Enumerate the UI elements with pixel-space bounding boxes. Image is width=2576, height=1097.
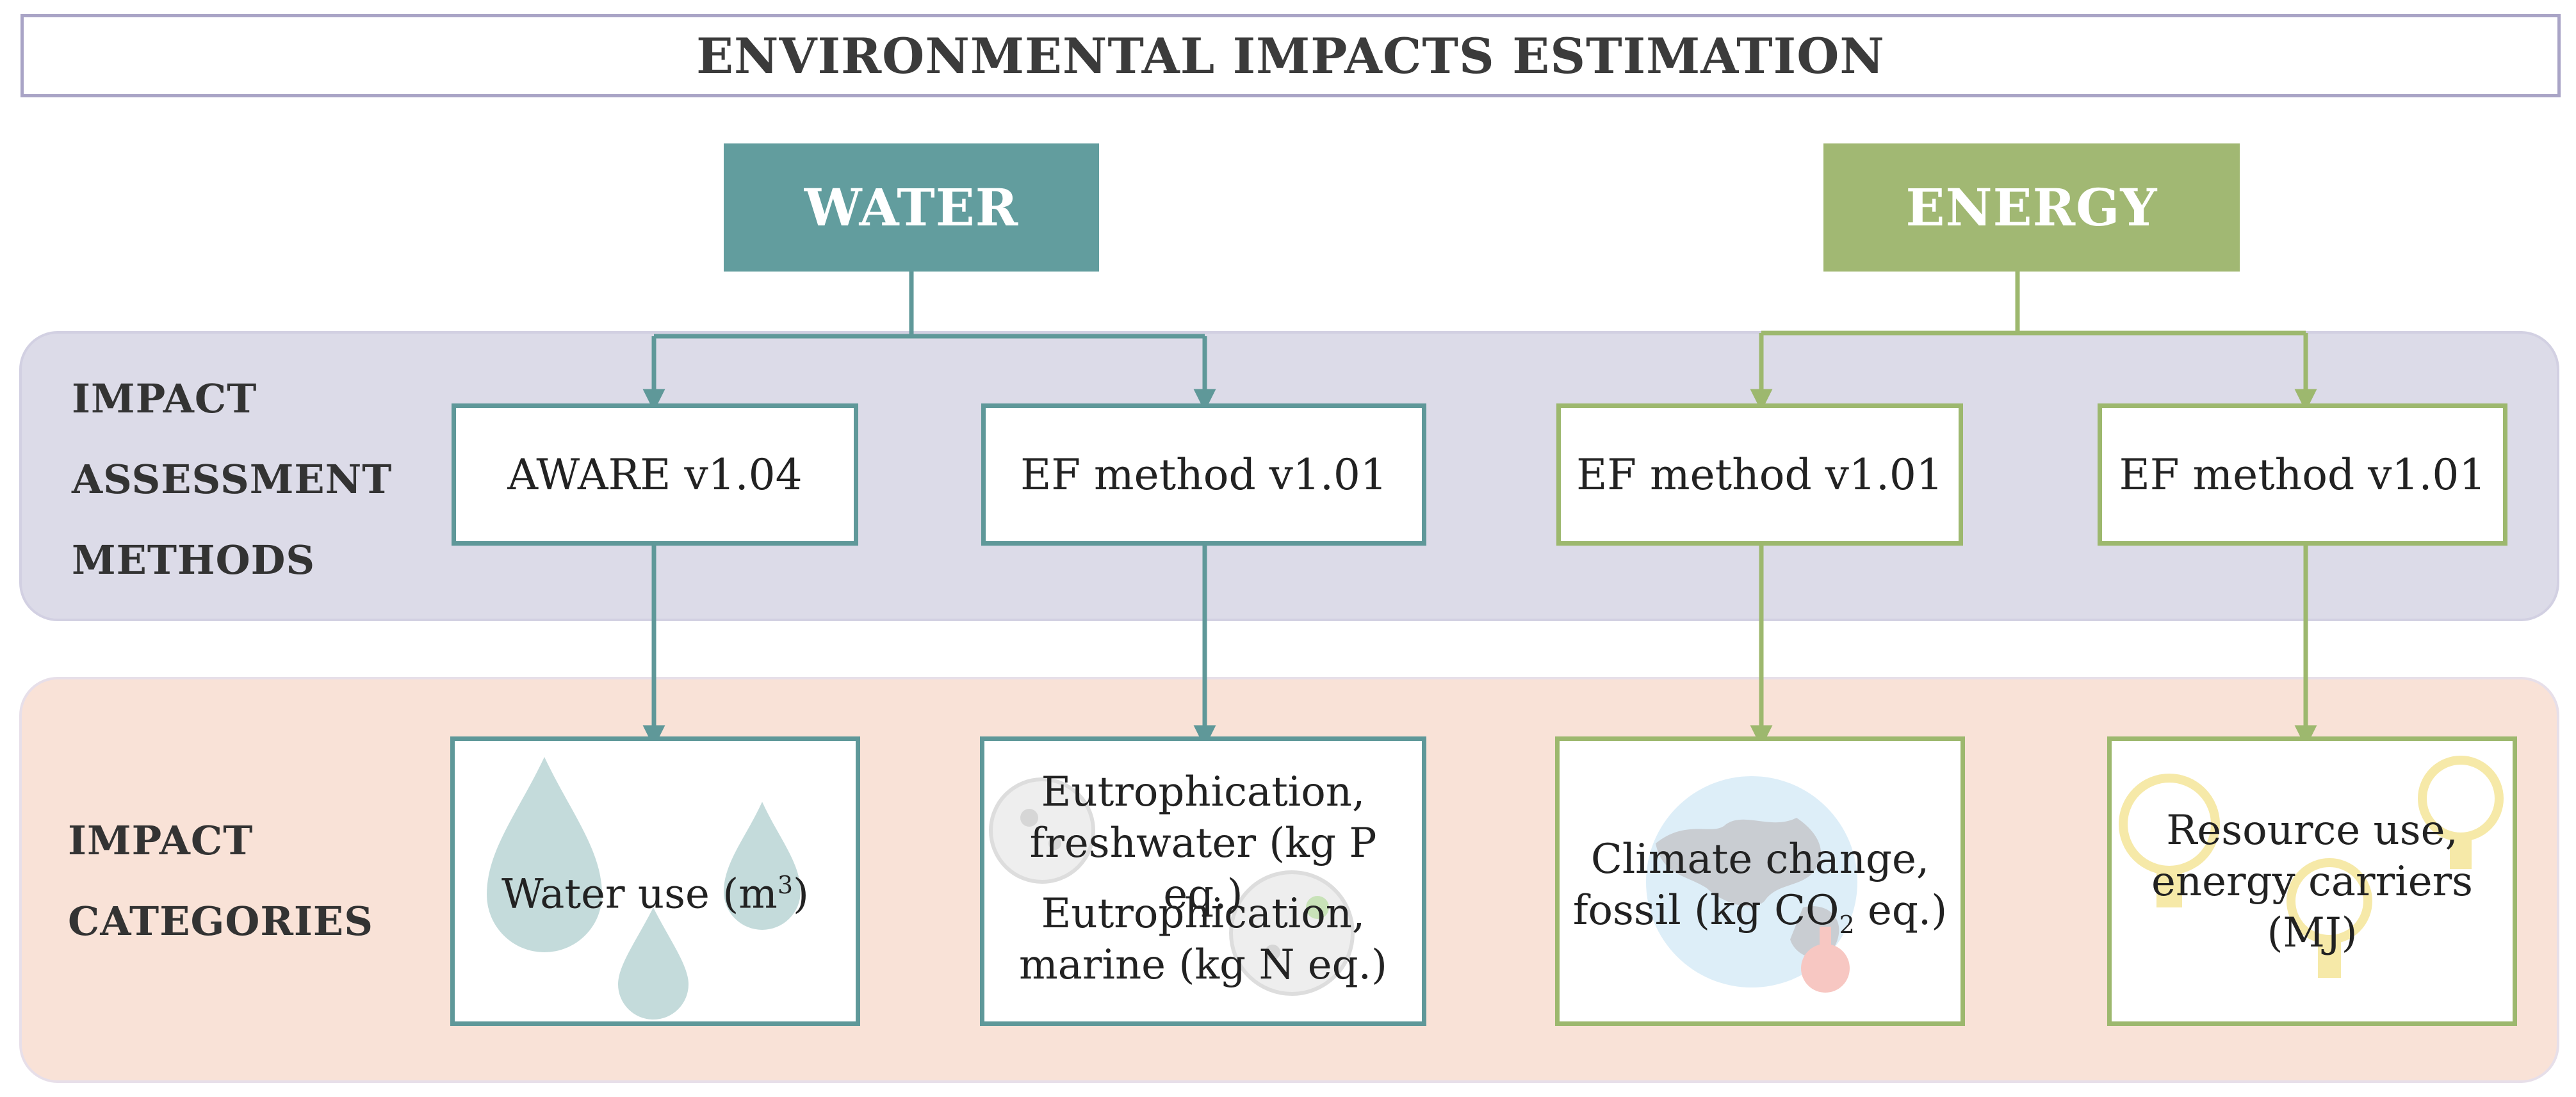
- energy-header: ENERGY: [1823, 143, 2240, 272]
- water-drop-icon: [487, 757, 801, 1020]
- climate-line: Climate change,: [1590, 836, 1930, 883]
- eutro-line: Eutrophication,: [1041, 768, 1365, 816]
- category-eutrophication: Eutrophication, freshwater (kg P eq.) Eu…: [980, 736, 1426, 1026]
- methods-label-line: IMPACT: [72, 375, 257, 422]
- microbe-icon: [989, 777, 1355, 996]
- water-use-label: Water use (m3): [455, 859, 856, 920]
- methods-band-label: IMPACT ASSESSMENT METHODS: [72, 359, 392, 601]
- eutro-line: Eutrophication,: [1041, 890, 1365, 938]
- eutro-line: freshwater (kg P eq.): [1029, 820, 1377, 918]
- method-box-ef-resource: EF method v1.01: [2098, 403, 2507, 546]
- water-use-close: ): [793, 870, 809, 918]
- categories-label-line: CATEGORIES: [68, 898, 373, 945]
- method-box-aware: AWARE v1.04: [452, 403, 858, 546]
- water-connector: [651, 272, 1207, 397]
- resource-use-label: Resource use, energy carriers (MJ): [2112, 805, 2513, 959]
- category-climate-change: Climate change, fossil (kg CO2 eq.): [1555, 736, 1965, 1026]
- eutro-line: marine (kg N eq.): [1019, 941, 1387, 989]
- co2-subscript: 2: [1839, 910, 1855, 939]
- diagram-title: ENVIRONMENTAL IMPACTS ESTIMATION: [20, 14, 2561, 97]
- water-use-text: Water use (m: [501, 870, 778, 918]
- category-resource-use: Resource use, energy carriers (MJ): [2107, 736, 2517, 1026]
- light-bulb-icon: [2119, 756, 2504, 978]
- eutrophication-freshwater-label: Eutrophication, freshwater (kg P eq.): [984, 767, 1422, 920]
- method-box-ef-climate: EF method v1.01: [1556, 403, 1963, 546]
- category-water-use: Water use (m3): [450, 736, 860, 1026]
- method-box-ef-water: EF method v1.01: [981, 403, 1426, 546]
- water-header: WATER: [724, 143, 1099, 272]
- methods-label-line: METHODS: [72, 537, 316, 583]
- water-use-sup: 3: [777, 871, 794, 899]
- categories-band-label: IMPACT CATEGORIES: [68, 800, 373, 962]
- methods-label-line: ASSESSMENT: [72, 456, 393, 503]
- resource-line: energy carriers: [2151, 858, 2473, 906]
- energy-connector: [1759, 272, 2308, 397]
- globe-icon: [1646, 776, 1857, 993]
- climate-line-2: fossil (kg CO2 eq.): [1560, 885, 1961, 950]
- categories-label-line: IMPACT: [68, 817, 254, 864]
- resource-line: (MJ): [2267, 909, 2358, 957]
- climate-change-label: Climate change, fossil (kg CO2 eq.): [1560, 834, 1961, 950]
- resource-line: Resource use,: [2166, 807, 2458, 854]
- climate-line2-pre: fossil (kg CO: [1572, 887, 1839, 934]
- eutrophication-marine-label: Eutrophication, marine (kg N eq.): [984, 888, 1422, 991]
- climate-line2-post: eq.): [1854, 887, 1948, 934]
